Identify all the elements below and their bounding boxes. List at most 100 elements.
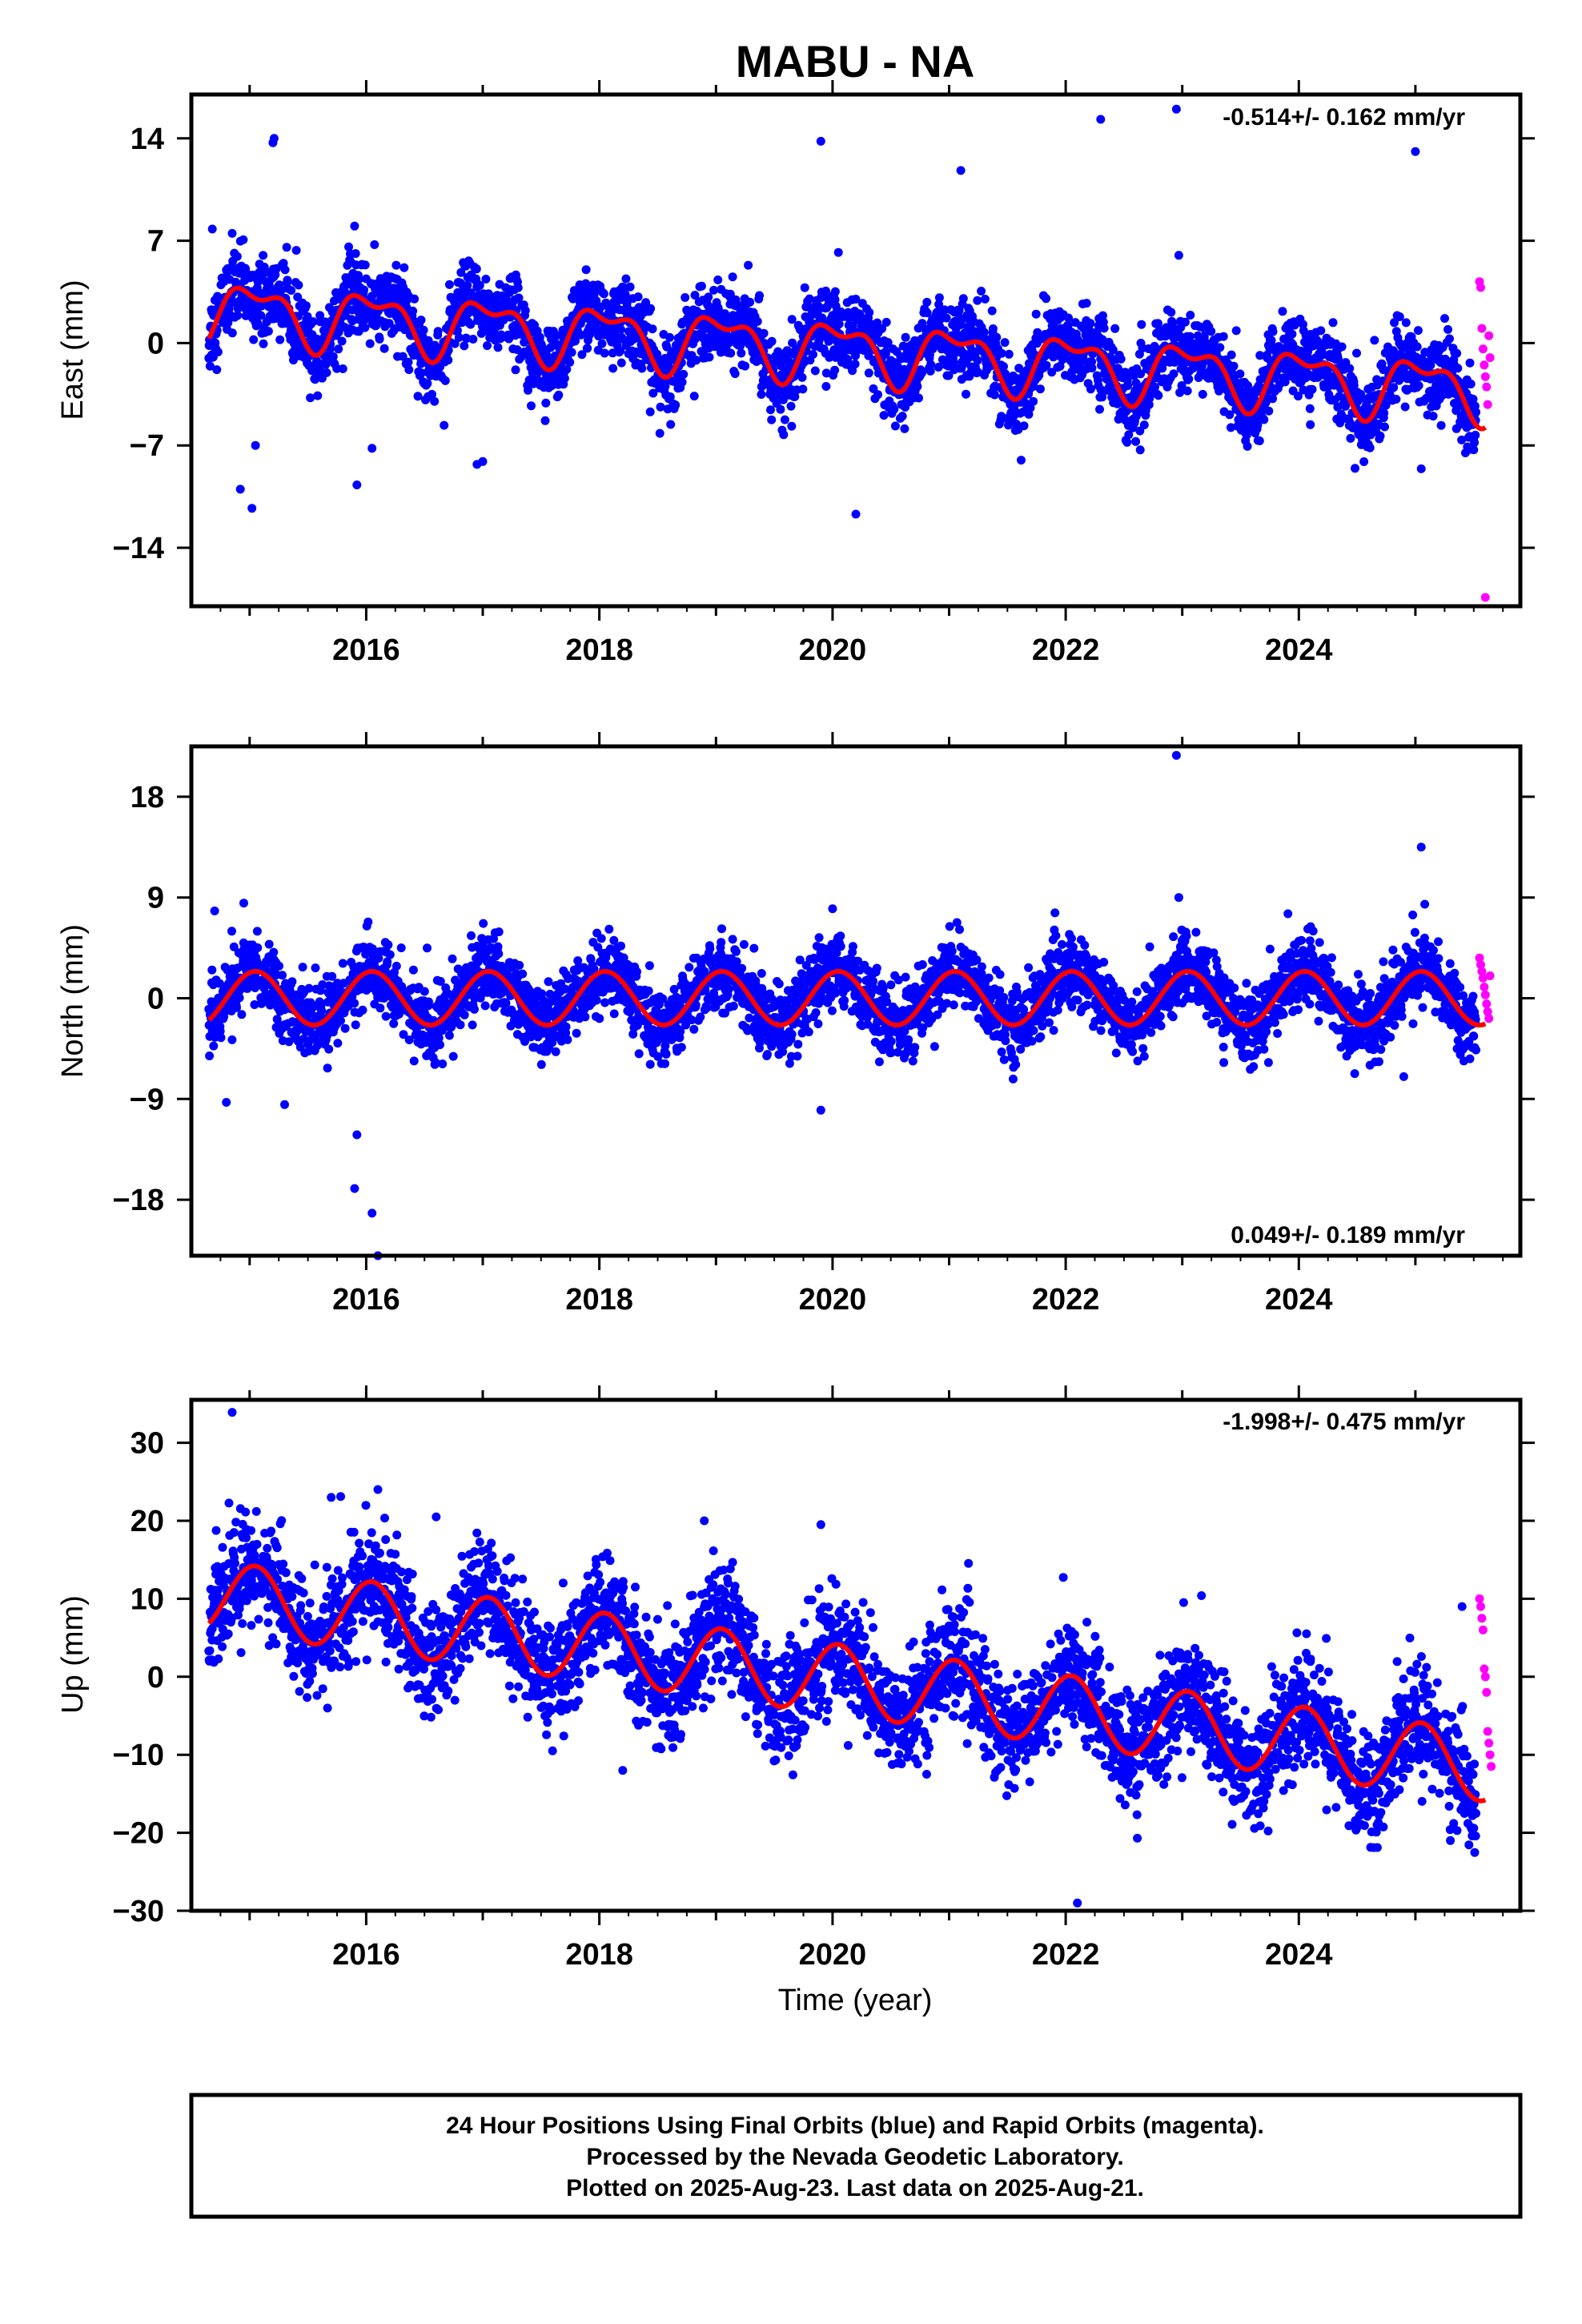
east-final-point-2048 <box>917 368 926 378</box>
east-final-point-1202 <box>621 274 631 283</box>
east-final-point-2951 <box>1231 326 1241 336</box>
east-final-point-1618 <box>767 336 777 346</box>
east-final-point-1858 <box>850 360 860 369</box>
north-final-point-527 <box>391 961 401 971</box>
east-final-point-2628 <box>1116 354 1126 364</box>
east-final-point-1672 <box>787 421 797 431</box>
north-final-point-1103 <box>595 1014 604 1023</box>
east-final-point-885 <box>511 365 520 375</box>
east-outlier-point-11 <box>350 221 359 231</box>
east-final-point-602 <box>413 392 423 401</box>
north-final-point-604 <box>420 987 429 996</box>
east-rapid-point-6 <box>1482 382 1492 392</box>
east-final-point-3549 <box>1440 314 1449 324</box>
east-rate-label: -0.514+/- 0.162 mm/yr <box>1223 104 1465 131</box>
east-final-point-1191 <box>616 358 626 368</box>
north-final-point-616 <box>424 997 433 1007</box>
east-final-point-1944 <box>881 317 891 327</box>
east-final-point-3301 <box>1352 348 1361 358</box>
east-final-point-1617 <box>767 415 777 424</box>
east-final-point-1971 <box>890 421 900 431</box>
east-final-point-401 <box>344 242 353 251</box>
east-final-point-1213 <box>625 282 635 292</box>
east-final-point-3112 <box>1287 329 1297 339</box>
north-final-point-541 <box>396 943 406 953</box>
east-final-point-222 <box>280 265 290 275</box>
east-rapid-point-10 <box>1480 593 1490 602</box>
north-final-point-384 <box>340 1023 350 1033</box>
east-final-point-2538 <box>1086 384 1095 394</box>
east-final-point-2062 <box>922 297 932 307</box>
east-final-point-3235 <box>1328 318 1338 328</box>
east-final-point-3321 <box>1359 457 1369 466</box>
east-final-point-573 <box>404 357 413 367</box>
east-final-point-1024 <box>560 373 569 383</box>
east-final-point-3474 <box>1413 326 1423 336</box>
east-outlier-point-7 <box>352 480 362 489</box>
east-final-point-257 <box>293 292 303 302</box>
east-final-point-2883 <box>1207 327 1216 336</box>
north-final-point-1146 <box>609 1009 619 1019</box>
east-final-point-3587 <box>1453 364 1463 373</box>
east-final-point-2168 <box>958 294 968 304</box>
east-final-point-1271 <box>646 304 656 313</box>
east-final-point-1773 <box>821 382 831 391</box>
east-final-point-1589 <box>757 390 766 399</box>
east-final-point-1900 <box>865 308 874 317</box>
north-final-point-1119 <box>600 998 610 1007</box>
north-final-point-655 <box>438 1059 448 1068</box>
east-final-point-1165 <box>608 364 618 373</box>
east-final-point-2302 <box>1004 349 1014 359</box>
east-final-point-3166 <box>1305 404 1315 413</box>
east-outlier-point-6 <box>269 134 279 143</box>
east-final-point-761 <box>468 335 478 344</box>
east-final-point-1899 <box>864 368 873 378</box>
north-final-point-139 <box>252 927 262 936</box>
north-final-point-770 <box>479 919 488 928</box>
north-final-point-705 <box>456 1020 465 1030</box>
east-final-point-1653 <box>780 415 789 424</box>
east-final-point-87 <box>233 311 243 320</box>
east-final-point-1236 <box>633 292 643 302</box>
east-final-point-171 <box>263 327 273 336</box>
east-final-point-799 <box>481 275 491 283</box>
east-final-point-2527 <box>1082 299 1091 308</box>
east-final-point-3337 <box>1365 443 1375 452</box>
east-outlier-point-14 <box>833 247 843 257</box>
east-final-point-2649 <box>1123 381 1133 390</box>
east-final-point-1500 <box>726 348 736 358</box>
east-final-point-1037 <box>565 357 575 367</box>
east-rapid-point-2 <box>1477 324 1487 333</box>
east-final-point-2541 <box>1087 364 1097 373</box>
east-final-point-1248 <box>637 364 647 373</box>
east-final-point-1327 <box>666 420 676 429</box>
east-final-point-1043 <box>567 348 576 357</box>
east-final-point-3559 <box>1443 324 1452 334</box>
north-final-point-883 <box>518 969 528 979</box>
east-final-point-3563 <box>1445 334 1454 344</box>
north-final-point-684 <box>448 1051 458 1061</box>
north-final-point-745 <box>470 1004 479 1014</box>
east-outlier-point-16 <box>1096 115 1106 124</box>
east-final-point-1270 <box>645 407 655 416</box>
east-final-point-971 <box>541 398 551 408</box>
east-final-point-1090 <box>583 344 592 353</box>
east-final-point-2120 <box>942 313 951 323</box>
east-final-point-71 <box>227 328 237 338</box>
east-rapid-point-7 <box>1483 400 1492 409</box>
east-final-point-1367 <box>681 293 690 302</box>
east-rapid-point-5 <box>1480 372 1490 381</box>
east-final-point-373 <box>334 344 343 354</box>
north-final-point-1011 <box>563 1035 572 1044</box>
east-final-point-3640 <box>1472 408 1481 417</box>
north-final-point-270 <box>298 963 307 972</box>
east-final-point-2857 <box>1198 389 1207 399</box>
east-outlier-point-2 <box>235 485 245 494</box>
east-final-point-2335 <box>1017 456 1026 465</box>
north-final-point-1145 <box>609 935 619 945</box>
east-final-point-2937 <box>1227 350 1236 360</box>
east-final-point-246 <box>289 356 298 365</box>
east-final-point-140 <box>253 319 263 328</box>
